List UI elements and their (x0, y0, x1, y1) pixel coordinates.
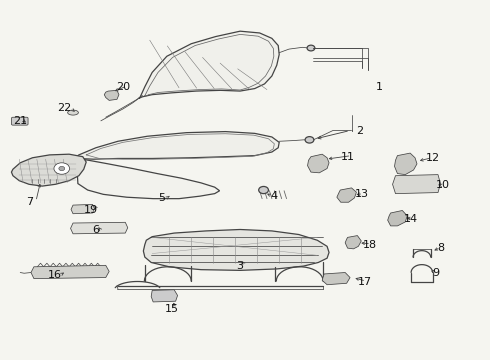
Text: 8: 8 (437, 243, 444, 253)
Polygon shape (76, 132, 279, 159)
Circle shape (108, 226, 114, 230)
Ellipse shape (68, 110, 78, 115)
Polygon shape (76, 158, 220, 199)
Text: 10: 10 (436, 180, 450, 190)
Circle shape (83, 226, 89, 230)
Text: 15: 15 (165, 304, 179, 314)
Circle shape (259, 186, 269, 194)
Text: 20: 20 (116, 82, 130, 92)
Circle shape (347, 240, 355, 246)
Text: 7: 7 (26, 197, 34, 207)
Circle shape (96, 226, 101, 230)
Polygon shape (151, 290, 177, 302)
Text: 11: 11 (341, 152, 355, 162)
Circle shape (305, 136, 314, 143)
Text: 14: 14 (404, 215, 418, 224)
Polygon shape (308, 154, 329, 173)
Polygon shape (31, 265, 109, 279)
Text: 5: 5 (158, 193, 166, 203)
Polygon shape (345, 235, 361, 249)
Text: 6: 6 (93, 225, 99, 235)
Polygon shape (392, 175, 441, 194)
Text: 21: 21 (13, 116, 27, 126)
Text: 13: 13 (355, 189, 369, 199)
Polygon shape (104, 90, 119, 100)
Text: 17: 17 (358, 277, 372, 287)
Text: 3: 3 (237, 261, 244, 271)
Text: 9: 9 (432, 268, 439, 278)
Polygon shape (71, 222, 128, 234)
Polygon shape (337, 188, 356, 202)
Polygon shape (139, 31, 279, 98)
FancyBboxPatch shape (11, 117, 28, 125)
Text: 1: 1 (376, 82, 383, 93)
Text: 22: 22 (57, 103, 72, 113)
Polygon shape (394, 153, 417, 175)
Circle shape (307, 45, 315, 51)
Text: 4: 4 (271, 191, 278, 201)
Text: 12: 12 (426, 153, 440, 163)
Polygon shape (388, 211, 407, 226)
Polygon shape (11, 154, 86, 186)
Polygon shape (322, 273, 350, 285)
Text: 2: 2 (356, 126, 364, 135)
Text: 18: 18 (363, 239, 377, 249)
Circle shape (59, 166, 65, 171)
Circle shape (54, 163, 70, 174)
Text: 19: 19 (84, 206, 98, 216)
Text: 16: 16 (48, 270, 61, 280)
Polygon shape (71, 204, 95, 214)
Polygon shape (144, 229, 329, 270)
